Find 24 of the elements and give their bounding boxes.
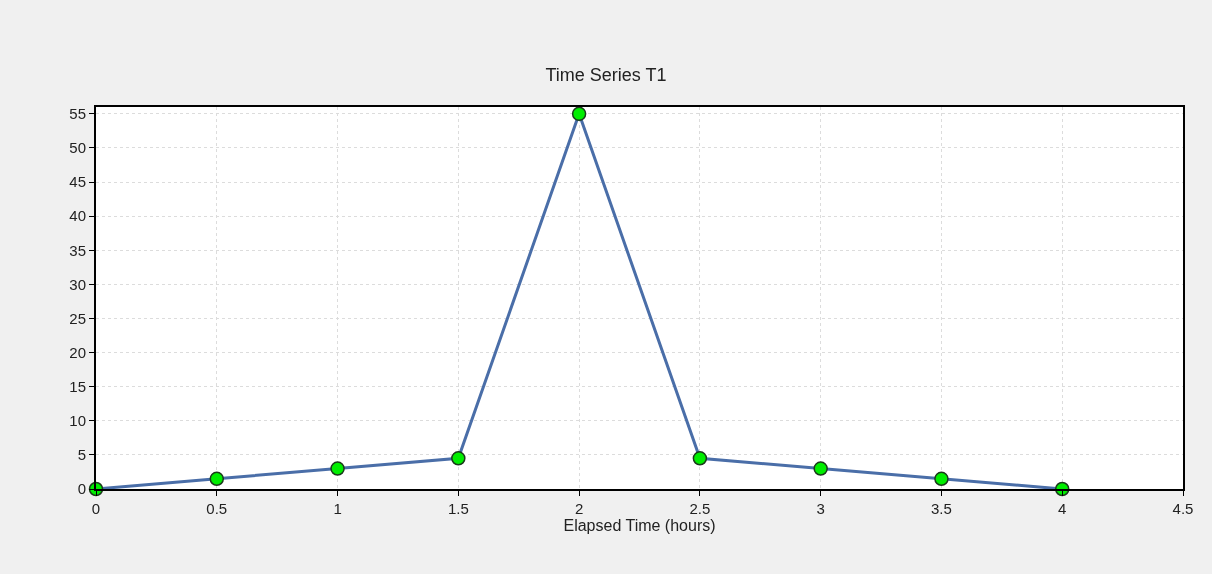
x-tick-label: 2	[574, 500, 584, 517]
y-tick-label: 20	[69, 343, 86, 361]
x-tick-label: 1.5	[447, 500, 469, 517]
y-tick-label: 5	[77, 446, 86, 464]
y-tick-label: 50	[69, 139, 86, 157]
y-tick-label: 55	[69, 105, 86, 123]
x-tick-label: 0	[91, 500, 101, 517]
y-tick-label: 30	[69, 275, 86, 293]
y-tick-label: 25	[69, 309, 86, 327]
y-tick-label: 15	[69, 377, 86, 395]
x-axis-title: Elapsed Time (hours)	[563, 517, 716, 535]
x-tick-label: 4.5	[1172, 500, 1194, 517]
x-tick-label: 1	[333, 500, 342, 517]
y-tick-label: 0	[77, 480, 86, 498]
x-tick-label: 3.5	[931, 500, 952, 517]
y-tick-label: 35	[69, 241, 86, 259]
x-tick-label: 3	[816, 500, 825, 517]
chart-title: Time Series T1	[545, 64, 667, 85]
y-tick-label: 45	[69, 173, 86, 191]
y-tick-label: 40	[69, 207, 86, 225]
y-tick-label: 10	[69, 412, 86, 430]
x-tick-label: 2.5	[689, 500, 711, 517]
x-tick-label: 4	[1058, 500, 1067, 517]
x-tick-label: 0.5	[206, 500, 228, 517]
